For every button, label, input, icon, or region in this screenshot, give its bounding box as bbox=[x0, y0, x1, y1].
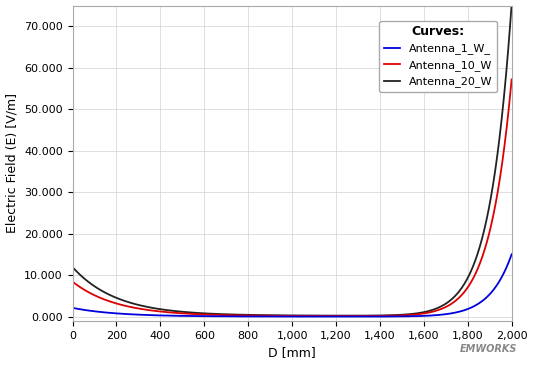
Antenna_10_W bbox=[344, 314, 351, 318]
Antenna_10_W bbox=[431, 309, 437, 314]
Antenna_20_W bbox=[431, 307, 437, 312]
Antenna_1_W_ bbox=[508, 252, 515, 257]
Antenna_1_W_ bbox=[149, 313, 156, 318]
Y-axis label: Electric Field (E) [V/m]: Electric Field (E) [V/m] bbox=[5, 93, 19, 233]
Antenna_1_W_ bbox=[355, 314, 361, 319]
Antenna_10_W bbox=[237, 313, 244, 318]
Antenna_10_W bbox=[333, 314, 339, 318]
Antenna_1_W_ bbox=[344, 314, 350, 319]
Antenna_20_W bbox=[149, 306, 156, 310]
Antenna_1_W_ bbox=[69, 306, 76, 310]
Antenna_10_W bbox=[69, 280, 76, 284]
Antenna_20_W bbox=[397, 313, 403, 317]
Line: Antenna_1_W_: Antenna_1_W_ bbox=[72, 254, 512, 316]
Antenna_20_W bbox=[355, 314, 361, 318]
Antenna_20_W bbox=[237, 312, 244, 317]
X-axis label: D [mm]: D [mm] bbox=[268, 346, 316, 360]
Line: Antenna_20_W: Antenna_20_W bbox=[72, 4, 512, 316]
Antenna_10_W bbox=[355, 314, 361, 318]
Antenna_20_W bbox=[508, 2, 515, 7]
Antenna_10_W bbox=[149, 308, 156, 313]
Antenna_1_W_ bbox=[237, 314, 244, 319]
Antenna_1_W_ bbox=[397, 314, 403, 319]
Antenna_20_W bbox=[345, 314, 352, 318]
Line: Antenna_10_W: Antenna_10_W bbox=[72, 80, 512, 316]
Text: EMWORKS: EMWORKS bbox=[459, 344, 517, 354]
Antenna_10_W bbox=[508, 77, 515, 82]
Antenna_1_W_ bbox=[333, 314, 339, 319]
Antenna_10_W bbox=[397, 313, 403, 318]
Antenna_20_W bbox=[333, 314, 339, 318]
Antenna_1_W_ bbox=[431, 313, 437, 318]
Legend: Antenna_1_W_, Antenna_10_W, Antenna_20_W: Antenna_1_W_, Antenna_10_W, Antenna_20_W bbox=[379, 20, 497, 92]
Antenna_20_W bbox=[69, 265, 76, 269]
